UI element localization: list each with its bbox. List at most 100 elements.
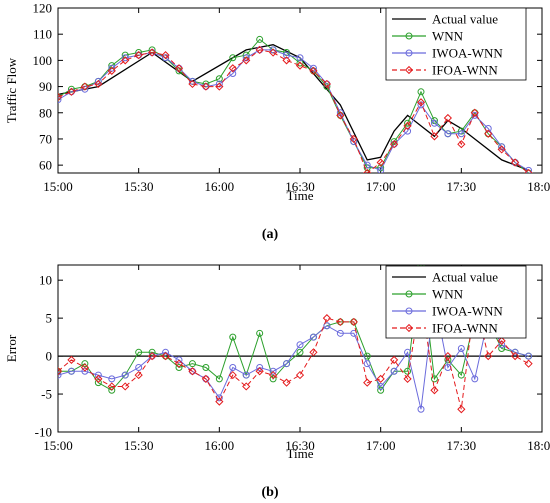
data-point <box>201 82 210 91</box>
panel-label: (b) <box>261 485 278 500</box>
data-point <box>336 329 344 337</box>
data-point <box>108 375 116 383</box>
data-point <box>350 329 358 337</box>
data-point <box>497 145 506 154</box>
data-point <box>148 48 157 57</box>
x-axis-label: Time <box>287 446 314 461</box>
data-point <box>215 82 224 91</box>
data-point <box>269 370 278 380</box>
x-tick-label: 16:30 <box>285 438 315 453</box>
data-point <box>215 394 223 402</box>
data-point <box>229 363 237 371</box>
data-point <box>67 87 76 96</box>
data-point <box>498 341 506 349</box>
data-point <box>256 329 264 337</box>
data-point <box>188 79 197 89</box>
data-point <box>67 367 75 375</box>
y-tick-label: 10 <box>39 273 52 288</box>
y-tick-label: 0 <box>46 349 53 364</box>
data-point <box>403 121 412 130</box>
data-point <box>323 322 331 330</box>
data-point <box>376 374 385 383</box>
data-point <box>134 370 143 380</box>
data-point <box>67 355 76 364</box>
legend-label: WNN <box>432 287 464 302</box>
data-point <box>363 360 371 368</box>
data-point <box>283 360 291 368</box>
y-tick-label: -5 <box>41 387 52 402</box>
data-point <box>525 352 533 360</box>
y-tick-label: 80 <box>39 105 52 120</box>
data-point <box>524 168 533 173</box>
data-point <box>296 348 304 356</box>
data-point <box>108 386 116 394</box>
data-point <box>228 64 237 73</box>
data-point <box>404 348 412 356</box>
data-point <box>80 82 89 91</box>
legend: Actual value WNN IWOA-WNN IFOA-WNN <box>385 7 527 81</box>
data-point <box>404 119 412 127</box>
data-point <box>443 351 452 361</box>
data-point <box>430 132 439 141</box>
data-point <box>175 363 183 371</box>
y-tick-label: 70 <box>39 131 52 146</box>
data-point <box>255 367 264 376</box>
data-point <box>377 166 385 173</box>
data-point <box>215 375 223 383</box>
data-point <box>404 127 412 135</box>
data-point <box>295 61 305 70</box>
data-point <box>444 356 452 364</box>
data-point <box>94 379 102 387</box>
legend-label: IFOA-WNN <box>432 321 498 336</box>
data-point <box>121 54 129 62</box>
data-point <box>107 382 116 391</box>
data-point <box>457 140 466 149</box>
legend-marker <box>405 290 413 298</box>
data-point <box>390 355 399 364</box>
data-point <box>134 51 143 60</box>
y-tick-label: -10 <box>35 425 52 440</box>
data-point <box>282 378 291 387</box>
legend-box <box>385 7 527 81</box>
data-point <box>296 54 304 62</box>
data-point <box>336 111 345 120</box>
data-point <box>524 359 533 368</box>
x-tick-label: 17:30 <box>447 438 477 453</box>
data-point <box>188 360 196 368</box>
x-axis-label: Time <box>287 188 314 203</box>
legend-label: IWOA-WNN <box>432 46 503 61</box>
chart-panel-0: 15:00 15:30 16:00 16:30 17:00 17:30 18:00 60 70 8… <box>4 1 550 243</box>
data-point <box>94 374 103 383</box>
data-point <box>511 351 520 361</box>
data-point <box>457 405 466 414</box>
legend: Actual value WNN IWOA-WNN IFOA-WNN <box>385 265 527 339</box>
x-tick-label: 17:00 <box>366 438 396 453</box>
data-point <box>269 375 277 383</box>
y-tick-label: 60 <box>39 158 52 173</box>
y-tick-label: 110 <box>33 27 52 42</box>
data-point <box>242 56 251 65</box>
data-point <box>336 317 345 327</box>
x-tick-label: 18:00 <box>527 179 550 194</box>
data-point <box>309 66 318 75</box>
data-point <box>58 371 62 379</box>
data-point <box>484 351 493 361</box>
data-point <box>376 158 385 167</box>
data-point <box>121 56 130 65</box>
data-point <box>363 378 372 387</box>
data-point <box>443 113 452 123</box>
data-point <box>121 371 129 379</box>
data-point <box>403 374 412 383</box>
data-point <box>162 348 170 356</box>
data-point <box>161 51 170 60</box>
data-point <box>309 333 317 341</box>
data-point <box>471 375 479 383</box>
data-point <box>174 359 184 368</box>
data-point <box>390 140 399 149</box>
data-point <box>256 363 264 371</box>
x-tick-label: 17:00 <box>366 179 396 194</box>
data-point <box>404 367 412 375</box>
data-point <box>497 336 506 346</box>
x-tick-label: 15:30 <box>124 438 154 453</box>
data-point <box>430 375 438 383</box>
